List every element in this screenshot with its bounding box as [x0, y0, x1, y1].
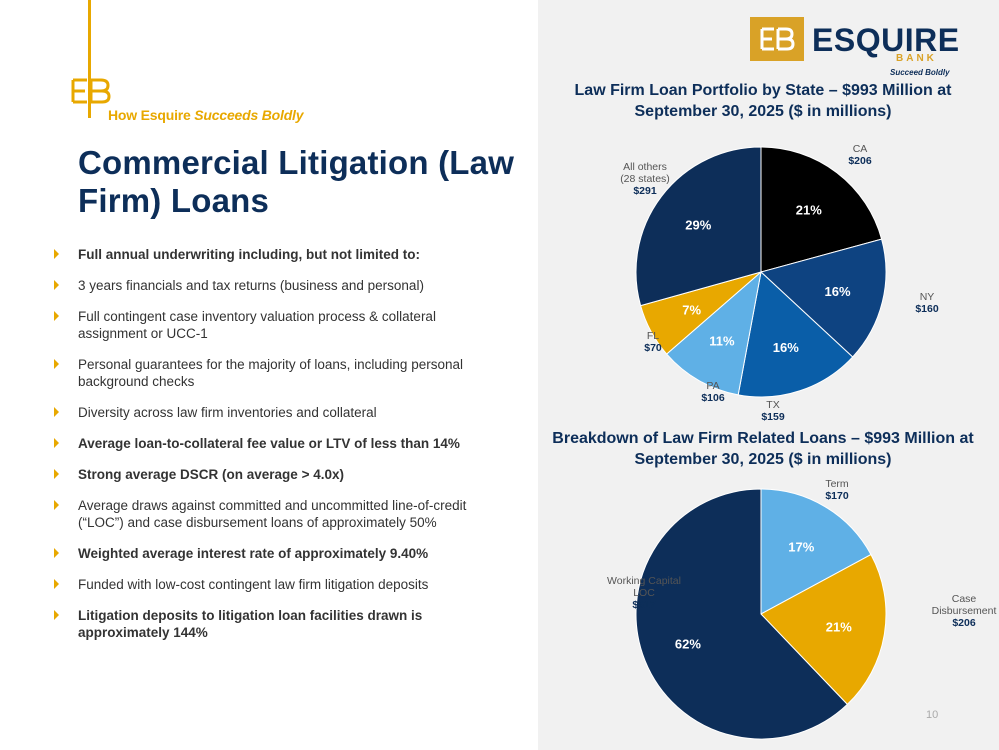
- slice-value-label: $291: [633, 185, 657, 197]
- bullet-item: Full contingent case inventory valuation…: [54, 308, 494, 342]
- pie-slice-term: [760, 488, 872, 615]
- chart-title-breakdown: Breakdown of Law Firm Related Loans – $9…: [552, 430, 974, 468]
- bullet-text: Average draws against committed and unco…: [78, 498, 467, 530]
- slice-percent-label: 11%: [709, 333, 735, 348]
- slice-value-label: $159: [761, 411, 785, 423]
- pie-slice-ny: [759, 238, 887, 358]
- slice-name-label: (28 states): [620, 173, 670, 185]
- bullet-text: Weighted average interest rate of approx…: [78, 546, 429, 561]
- bullet-arrow-icon: [54, 610, 59, 620]
- pie-slice-working-capital-loc: [635, 488, 849, 740]
- bullet-text: Litigation deposits to litigation loan f…: [78, 608, 423, 640]
- bullet-item: Personal guarantees for the majority of …: [54, 356, 494, 390]
- slice-value-label: $206: [848, 155, 872, 167]
- bullet-arrow-icon: [54, 249, 59, 259]
- slice-name-label: PA: [706, 380, 719, 392]
- pie-slice-ca: [760, 146, 883, 273]
- page-number: 10: [926, 709, 939, 721]
- bullet-text: Funded with low-cost contingent law firm…: [78, 577, 429, 592]
- slice-value-label: $617: [632, 599, 656, 611]
- bullet-arrow-icon: [54, 548, 59, 558]
- slice-percent-label: 21%: [826, 619, 852, 634]
- bullet-item: Funded with low-cost contingent law firm…: [54, 576, 494, 593]
- slice-percent-label: 16%: [773, 340, 799, 355]
- bullet-arrow-icon: [54, 359, 59, 369]
- logo-wordmark: ESQUIRE: [812, 22, 960, 58]
- slice-name-label: TX: [766, 399, 779, 411]
- slice-value-label: $170: [825, 490, 849, 502]
- eb-brand-icon: [71, 78, 111, 104]
- slice-name-label: Term: [825, 478, 849, 490]
- slice-percent-label: 62%: [675, 636, 701, 651]
- logo-bank-text: BANK: [896, 53, 937, 64]
- logo-tagline: Succeed Boldly: [890, 68, 950, 77]
- bullet-item: Full annual underwriting including, but …: [54, 246, 494, 263]
- bullet-text: Personal guarantees for the majority of …: [78, 357, 463, 389]
- accent-vertical-line: [88, 0, 91, 118]
- bullet-item: Average draws against committed and unco…: [54, 497, 494, 531]
- slice-name-label: LOC: [633, 587, 655, 599]
- bullet-arrow-icon: [54, 438, 59, 448]
- pie-slice-pa: [665, 270, 762, 396]
- bullet-item: Strong average DSCR (on average > 4.0x): [54, 466, 494, 483]
- slice-percent-label: 21%: [796, 202, 822, 217]
- tagline: How Esquire Succeeds Boldly: [108, 107, 304, 123]
- slice-name-label: Disbursement: [932, 605, 997, 617]
- bullet-text: Diversity across law firm inventories an…: [78, 405, 377, 420]
- slice-name-label: CA: [853, 143, 868, 155]
- slice-percent-label: 17%: [788, 539, 814, 554]
- pie-slice-case-disbursement: [760, 553, 887, 706]
- bullet-text: Full annual underwriting including, but …: [78, 247, 420, 262]
- eb-logo-icon: [760, 27, 795, 51]
- slice-value-label: $206: [952, 617, 976, 629]
- slice-name-label: Working Capital: [607, 575, 681, 587]
- bullet-text: Full contingent case inventory valuation…: [78, 309, 436, 341]
- bullet-item: Average loan-to-collateral fee value or …: [54, 435, 494, 452]
- chart-title-state: Law Firm Loan Portfolio by State – $993 …: [574, 82, 952, 120]
- tagline-emphasis: Succeeds Boldly: [194, 107, 304, 123]
- bullet-item: Weighted average interest rate of approx…: [54, 545, 494, 562]
- bullet-arrow-icon: [54, 407, 59, 417]
- slice-value-label: $70: [644, 342, 662, 354]
- bullet-item: Diversity across law firm inventories an…: [54, 404, 494, 421]
- logo-mark: [750, 17, 804, 61]
- bullet-text: 3 years financials and tax returns (busi…: [78, 278, 424, 293]
- bullet-list: Full annual underwriting including, but …: [54, 246, 494, 655]
- slice-value-label: $106: [701, 392, 725, 404]
- slice-name-label: All others: [623, 161, 667, 173]
- slice-name-label: Case: [952, 593, 977, 605]
- slice-percent-label: 7%: [682, 302, 701, 317]
- bullet-item: 3 years financials and tax returns (busi…: [54, 277, 494, 294]
- esquire-bank-logo: ESQUIRE BANK Succeed Boldly: [750, 16, 959, 80]
- bullet-arrow-icon: [54, 500, 59, 510]
- slice-name-label: FL: [647, 330, 659, 342]
- bullet-arrow-icon: [54, 311, 59, 321]
- page-title: Commercial Litigation (Law Firm) Loans: [78, 144, 515, 219]
- slice-percent-label: 29%: [685, 217, 711, 232]
- bullet-arrow-icon: [54, 469, 59, 479]
- slice-value-label: $160: [915, 303, 939, 315]
- bullet-text: Average loan-to-collateral fee value or …: [78, 436, 460, 451]
- bullet-text: Strong average DSCR (on average > 4.0x): [78, 467, 344, 482]
- bullet-item: Litigation deposits to litigation loan f…: [54, 607, 494, 641]
- slice-name-label: NY: [920, 291, 935, 303]
- bullet-arrow-icon: [54, 579, 59, 589]
- pie-slice-all-others-28-states-: [635, 146, 762, 307]
- pie-slice-tx: [737, 271, 854, 398]
- slice-percent-label: 16%: [824, 284, 850, 299]
- bullet-arrow-icon: [54, 280, 59, 290]
